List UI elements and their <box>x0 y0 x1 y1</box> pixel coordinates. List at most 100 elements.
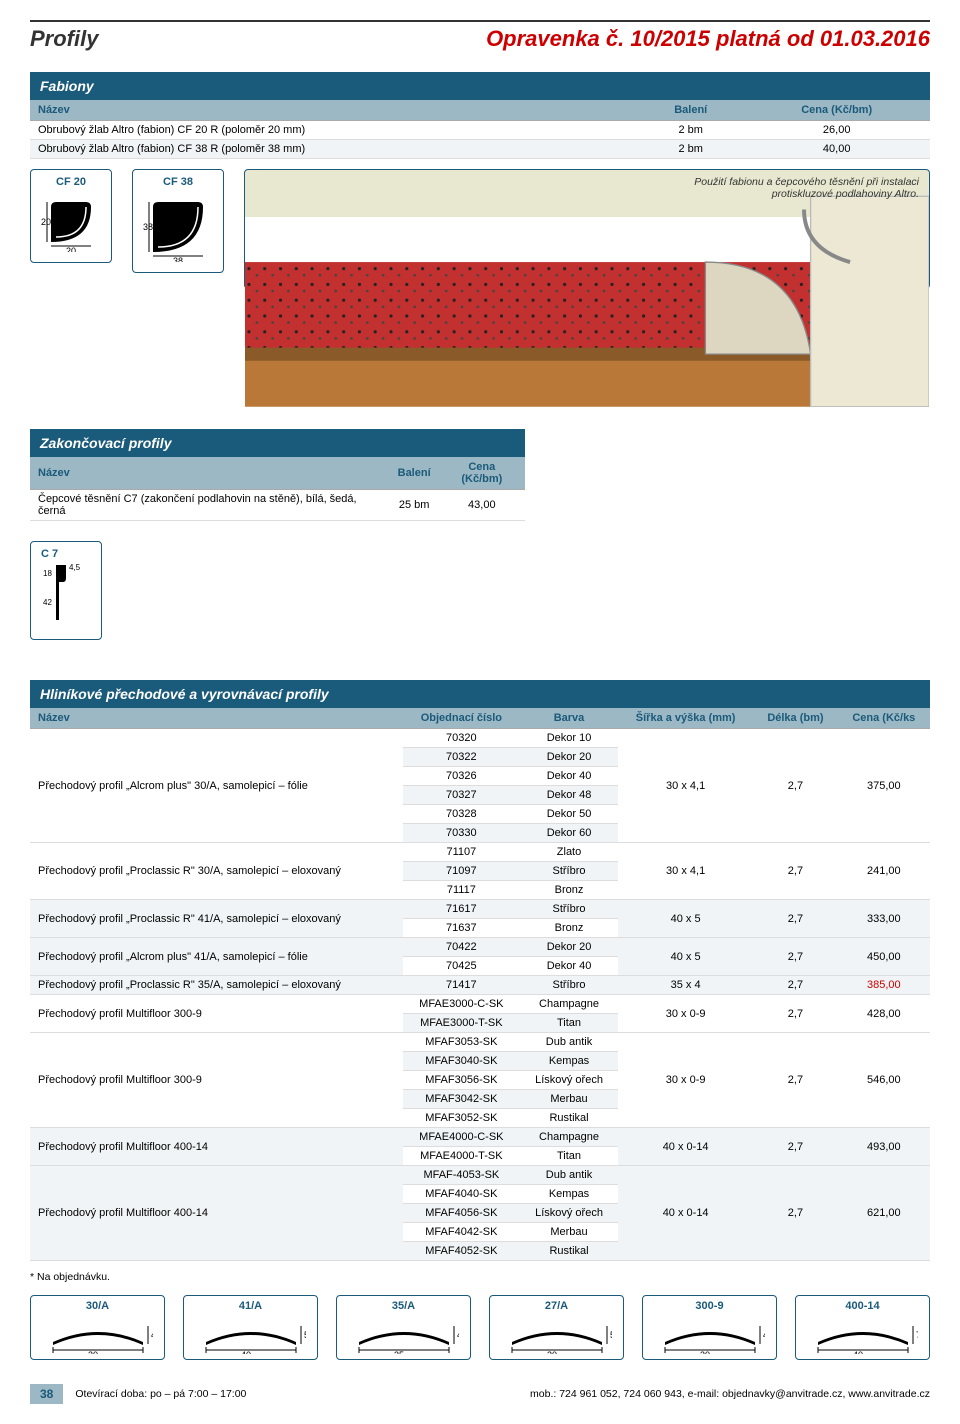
bottom-profiles-row: 30/A 30 4,1 41/A 40 5 35/A 35 4 27/A 30 … <box>30 1295 930 1360</box>
fabiony-section: Fabiony Název Balení Cena (Kč/bm) Obrubo… <box>30 72 930 289</box>
cell-color: Champagne <box>520 995 618 1014</box>
cell-len: 2,7 <box>753 1128 837 1166</box>
svg-text:4,5: 4,5 <box>69 563 81 572</box>
svg-text:38: 38 <box>173 256 183 262</box>
fabiony-table: Název Balení Cena (Kč/bm) Obrubový žlab … <box>30 100 930 159</box>
profile-label: 41/A <box>190 1300 311 1312</box>
cell-len: 2,7 <box>753 938 837 976</box>
col-cena: Cena (Kč/bm) <box>743 100 930 121</box>
svg-text:4,5: 4,5 <box>763 1330 765 1340</box>
page-footer: 38 Otevírací doba: po – pá 7:00 – 17:00 … <box>30 1384 930 1404</box>
cell-color: Dekor 48 <box>520 786 618 805</box>
table-row: Přechodový profil „Alcrom plus" 41/A, sa… <box>30 938 930 957</box>
cf38-box: CF 38 38 38 <box>132 169 224 273</box>
cell-dim: 40 x 0-14 <box>618 1166 753 1261</box>
col-nazev: Název <box>30 100 638 121</box>
cell-code: 70425 <box>403 957 520 976</box>
cell-price: 375,00 <box>838 729 930 843</box>
cell-name: Přechodový profil „Proclassic R" 41/A, s… <box>30 900 403 938</box>
cell-code: 70328 <box>403 805 520 824</box>
cell-color: Dekor 10 <box>520 729 618 748</box>
table-row: Obrubový žlab Altro (fabion) CF 38 R (po… <box>30 140 930 159</box>
cell-color: Stříbro <box>520 976 618 995</box>
profile-diagram: 30 4,5 <box>655 1314 765 1354</box>
cell-color: Champagne <box>520 1128 618 1147</box>
hcol-5: Cena (Kč/ks <box>838 708 930 729</box>
cell-cena: 26,00 <box>743 121 930 140</box>
profile-box: 300-9 30 4,5 <box>642 1295 777 1360</box>
profile-box: 27/A 30 5 <box>489 1295 624 1360</box>
profile-diagram: 30 4,1 <box>43 1314 153 1354</box>
svg-text:4: 4 <box>457 1330 459 1340</box>
cell-name: Přechodový profil Multifloor 400-14 <box>30 1166 403 1261</box>
cell-len: 2,7 <box>753 1033 837 1128</box>
zakon-table: Název Balení Cena (Kč/bm) Čepcové těsněn… <box>30 457 525 521</box>
svg-text:40: 40 <box>240 1350 250 1354</box>
cell-baleni: 25 bm <box>390 490 439 521</box>
cell-code: 70327 <box>403 786 520 805</box>
cell-code: MFAF3042-SK <box>403 1090 520 1109</box>
svg-text:40: 40 <box>852 1350 862 1354</box>
cell-color: Dekor 40 <box>520 957 618 976</box>
cell-code: 71637 <box>403 919 520 938</box>
cell-dim: 30 x 0-9 <box>618 995 753 1033</box>
cell-cena: 40,00 <box>743 140 930 159</box>
hcol-3: Šířka a výška (mm) <box>618 708 753 729</box>
cell-color: Dub antik <box>520 1166 618 1185</box>
cell-code: 70322 <box>403 748 520 767</box>
cell-color: Lískový ořech <box>520 1071 618 1090</box>
profile-box: 41/A 40 5 <box>183 1295 318 1360</box>
cell-code: MFAF4056-SK <box>403 1204 520 1223</box>
zakon-title: Zakončovací profily <box>30 429 525 457</box>
hcol-4: Délka (bm) <box>753 708 837 729</box>
cell-code: MFAF3056-SK <box>403 1071 520 1090</box>
cell-code: MFAF4052-SK <box>403 1242 520 1261</box>
svg-text:5: 5 <box>304 1330 306 1340</box>
svg-text:35: 35 <box>393 1350 403 1354</box>
cell-color: Dekor 60 <box>520 824 618 843</box>
cell-color: Stříbro <box>520 900 618 919</box>
cell-price: 621,00 <box>838 1166 930 1261</box>
cell-code: MFAF-4053-SK <box>403 1166 520 1185</box>
svg-text:30: 30 <box>546 1350 556 1354</box>
cell-code: MFAF4040-SK <box>403 1185 520 1204</box>
cell-name: Přechodový profil „Proclassic R" 35/A, s… <box>30 976 403 995</box>
cell-code: MFAE3000-T-SK <box>403 1014 520 1033</box>
cell-code: 71107 <box>403 843 520 862</box>
cell-code: 70422 <box>403 938 520 957</box>
cell-code: MFAF3053-SK <box>403 1033 520 1052</box>
cell-cena: 43,00 <box>439 490 525 521</box>
cell-name: Obrubový žlab Altro (fabion) CF 20 R (po… <box>30 121 638 140</box>
fabiony-title: Fabiony <box>30 72 930 100</box>
cell-code: MFAE3000-C-SK <box>403 995 520 1014</box>
c7-diagram: 4,5 18 42 <box>41 560 91 630</box>
c7-box: C 7 4,5 18 42 <box>30 541 102 640</box>
cell-len: 2,7 <box>753 976 837 995</box>
cell-price: 450,00 <box>838 938 930 976</box>
hlinik-title: Hliníkové přechodové a vyrovnávací profi… <box>30 680 930 708</box>
cell-color: Bronz <box>520 881 618 900</box>
cell-price: 385,00 <box>838 976 930 995</box>
cell-price: 241,00 <box>838 843 930 900</box>
cell-code: 70330 <box>403 824 520 843</box>
hcol-1: Objednací číslo <box>403 708 520 729</box>
col-cena: Cena (Kč/bm) <box>439 457 525 490</box>
cf20-label: CF 20 <box>41 176 101 188</box>
table-row: Přechodový profil Multifloor 400-14MFAF-… <box>30 1166 930 1185</box>
profile-label: 27/A <box>496 1300 617 1312</box>
cell-baleni: 2 bm <box>638 121 743 140</box>
profile-diagram: 35 4 <box>349 1314 459 1354</box>
cell-color: Dekor 20 <box>520 938 618 957</box>
footer-right: mob.: 724 961 052, 724 060 943, e-mail: … <box>530 1388 930 1400</box>
cell-price: 428,00 <box>838 995 930 1033</box>
cell-name: Přechodový profil „Proclassic R" 30/A, s… <box>30 843 403 900</box>
cell-code: MFAF3040-SK <box>403 1052 520 1071</box>
cell-color: Stříbro <box>520 862 618 881</box>
svg-text:7: 7 <box>916 1330 918 1340</box>
hcol-0: Název <box>30 708 403 729</box>
cell-dim: 40 x 0-14 <box>618 1128 753 1166</box>
table-row: Přechodový profil „Proclassic R" 35/A, s… <box>30 976 930 995</box>
cell-code: 70320 <box>403 729 520 748</box>
page-header: Profily Opravenka č. 10/2015 platná od 0… <box>30 20 930 52</box>
hcol-2: Barva <box>520 708 618 729</box>
